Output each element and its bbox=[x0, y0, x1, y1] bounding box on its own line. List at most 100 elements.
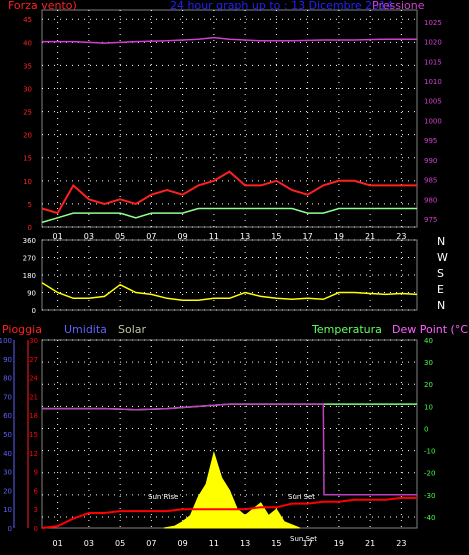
x-tick-label: 15 bbox=[271, 539, 281, 548]
rain-y-tick-label: 27 bbox=[29, 356, 38, 364]
wind-y-tick-label: 20 bbox=[23, 132, 32, 140]
x-tick-label: 09 bbox=[178, 232, 188, 241]
direction-y-tick-label: 90 bbox=[27, 290, 36, 298]
x-tick-label: 19 bbox=[334, 539, 344, 548]
humidity-y-tick-label: 90 bbox=[3, 356, 12, 364]
rain-y-tick-label: 9 bbox=[34, 469, 38, 477]
humidity-y-tick-label: 20 bbox=[3, 487, 12, 495]
dewpoint-axis-label: Dew Point (°C) bbox=[392, 323, 469, 336]
x-tick-label: 19 bbox=[334, 232, 344, 241]
x-tick-label: 01 bbox=[53, 232, 63, 241]
x-tick-label: 17 bbox=[303, 539, 313, 548]
chart-title: 24 hour graph up to : 13 Dicembre 2014 bbox=[170, 0, 393, 12]
compass-label: N bbox=[437, 299, 445, 312]
sun-set-annotation-bottom: Sun Set bbox=[290, 535, 317, 543]
sun-rise-annotation: Sun Rise bbox=[148, 493, 178, 501]
compass-label: E bbox=[437, 283, 444, 296]
compass-label: N bbox=[437, 235, 445, 248]
pressure-y-tick-label: 985 bbox=[424, 177, 437, 185]
x-tick-label: 11 bbox=[209, 232, 219, 241]
pressure-line bbox=[42, 36, 417, 44]
rain-y-tick-label: 0 bbox=[34, 525, 38, 533]
temperature-y-tick-label: -10 bbox=[424, 448, 435, 456]
rain-y-tick-label: 12 bbox=[29, 450, 38, 458]
pressure-y-tick-label: 1005 bbox=[424, 98, 442, 106]
direction-y-tick-label: 270 bbox=[23, 255, 36, 263]
rain-axis-label: Pioggia bbox=[2, 323, 42, 336]
x-tick-label: 03 bbox=[84, 232, 94, 241]
humidity-y-tick-label: 80 bbox=[3, 375, 12, 383]
temperature-y-tick-label: -30 bbox=[424, 492, 435, 500]
direction-y-tick-label: 180 bbox=[23, 272, 36, 280]
x-tick-label: 23 bbox=[396, 232, 406, 241]
x-tick-label: 15 bbox=[271, 232, 281, 241]
rain-y-tick-label: 24 bbox=[29, 375, 38, 383]
pressure-y-tick-label: 990 bbox=[424, 157, 437, 165]
direction-y-tick-label: 360 bbox=[23, 237, 36, 245]
wind-gust-line bbox=[41, 170, 417, 215]
rain-y-tick-label: 3 bbox=[34, 506, 38, 514]
humidity-axis-label: Umidita bbox=[64, 323, 107, 336]
wind-y-tick-label: 10 bbox=[23, 178, 32, 186]
dewpoint-line bbox=[42, 403, 417, 496]
temperature-y-tick-label: 40 bbox=[424, 337, 433, 345]
x-tick-label: 17 bbox=[303, 232, 313, 241]
wind-axis-label: Forza vento) bbox=[8, 0, 77, 12]
pressure-y-tick-label: 1000 bbox=[424, 117, 442, 125]
humidity-y-tick-label: 40 bbox=[3, 450, 12, 458]
rain-y-tick-label: 6 bbox=[34, 487, 39, 495]
wind-y-tick-label: 15 bbox=[23, 155, 32, 163]
wind-y-tick-label: 5 bbox=[28, 201, 32, 209]
solar-area bbox=[163, 450, 300, 529]
rain-y-tick-label: 18 bbox=[29, 412, 38, 420]
pressure-y-tick-label: 1025 bbox=[424, 19, 442, 27]
humidity-y-tick-label: 30 bbox=[3, 469, 12, 477]
x-tick-label: 03 bbox=[84, 539, 94, 548]
humidity-y-tick-label: 70 bbox=[3, 393, 12, 401]
x-tick-label: 05 bbox=[115, 539, 125, 548]
pressure-y-tick-label: 1020 bbox=[424, 39, 442, 47]
x-tick-label: 13 bbox=[240, 539, 250, 548]
x-tick-label: 01 bbox=[53, 539, 63, 548]
wind-y-tick-label: 45 bbox=[23, 16, 32, 24]
humidity-y-tick-label: 10 bbox=[3, 506, 12, 514]
x-tick-label: 05 bbox=[115, 232, 125, 241]
x-tick-label: 09 bbox=[178, 539, 188, 548]
rain-y-tick-label: 30 bbox=[29, 337, 38, 345]
temperature-y-tick-label: -40 bbox=[424, 514, 435, 522]
humidity-y-tick-label: 100 bbox=[0, 337, 12, 345]
x-tick-label: 13 bbox=[240, 232, 250, 241]
sun-set-annotation: Sun Set bbox=[288, 493, 315, 501]
x-tick-label: 21 bbox=[365, 232, 375, 241]
wind-pressure-frame bbox=[41, 9, 418, 228]
humidity-y-tick-label: 50 bbox=[3, 431, 12, 439]
temperature-y-tick-label: 0 bbox=[424, 425, 428, 433]
rain-y-tick-label: 15 bbox=[29, 431, 38, 439]
x-tick-label: 11 bbox=[209, 539, 219, 548]
solar-axis-label: Solar bbox=[118, 323, 147, 336]
wind-y-tick-label: 0 bbox=[28, 224, 32, 232]
direction-y-tick-label: 0 bbox=[32, 307, 36, 315]
pressure-y-tick-label: 975 bbox=[424, 216, 437, 224]
x-tick-label: 07 bbox=[146, 232, 156, 241]
wind-y-tick-label: 40 bbox=[23, 39, 32, 47]
temperature-y-tick-label: -20 bbox=[424, 470, 435, 478]
pressure-y-tick-label: 1010 bbox=[424, 78, 442, 86]
humidity-y-tick-label: 0 bbox=[8, 525, 12, 533]
humidity-y-tick-label: 60 bbox=[3, 412, 12, 420]
wind-average-line bbox=[41, 207, 417, 224]
x-tick-label: 21 bbox=[365, 539, 375, 548]
pressure-y-tick-label: 1015 bbox=[424, 58, 442, 66]
temperature-y-tick-label: 10 bbox=[424, 403, 433, 411]
x-tick-label: 07 bbox=[146, 539, 156, 548]
wind-direction-line bbox=[41, 282, 418, 302]
compass-label: W bbox=[437, 251, 448, 264]
temperature-y-tick-label: 30 bbox=[424, 359, 433, 367]
pressure-y-tick-label: 980 bbox=[424, 196, 437, 204]
compass-label: S bbox=[437, 267, 444, 280]
